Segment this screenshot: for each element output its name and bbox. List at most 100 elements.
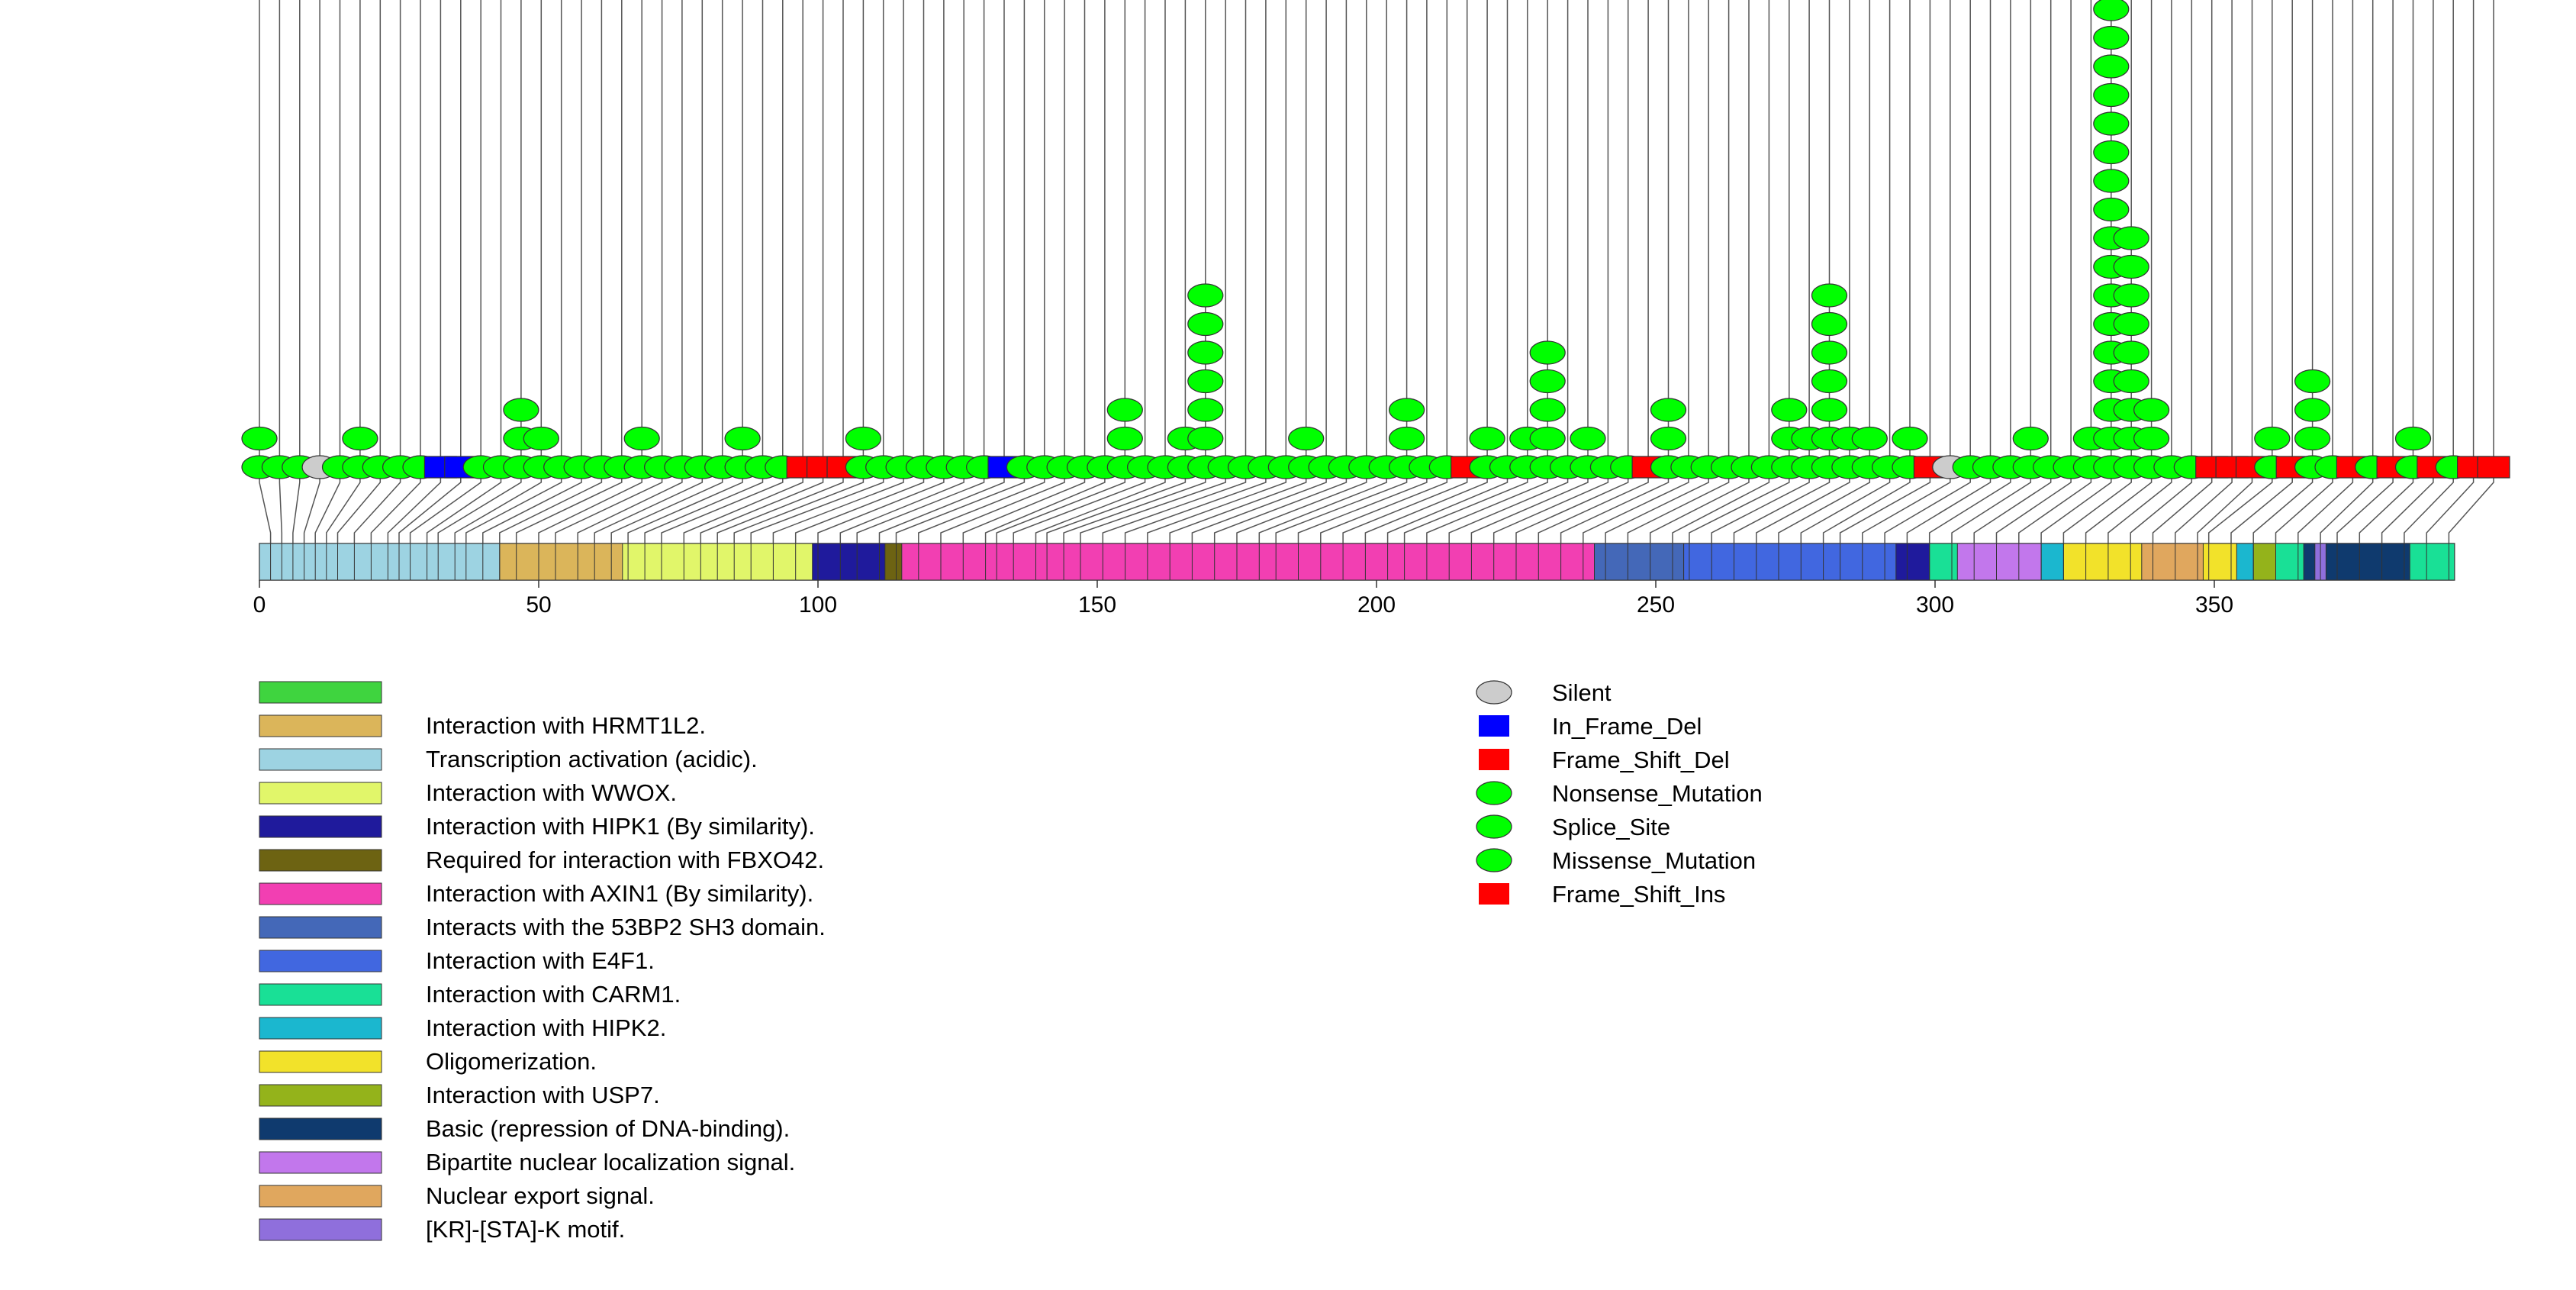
mutation-legend-label: Silent [1552, 679, 1612, 706]
mutation-stem [794, 0, 925, 580]
domain-legend-swatch [259, 815, 382, 838]
domain-legend-swatch [259, 748, 382, 771]
protein-domain [901, 543, 1601, 581]
domain-legend-label: Oligomerization. [426, 1048, 597, 1075]
mutation-legend-swatch [1479, 749, 1509, 770]
mutation-marker [2113, 369, 2149, 394]
mutation-marker [2394, 426, 2432, 451]
mutation-stem [984, 0, 1106, 580]
domain-legend-label: Interaction with CARM1. [426, 981, 681, 1008]
domain-legend-swatch [259, 1151, 382, 1174]
mutation-marker [2093, 25, 2130, 50]
mutation-marker [2294, 426, 2331, 451]
mutation-stem [895, 0, 1026, 580]
protein-domain [622, 543, 819, 581]
domain-legend-swatch [259, 849, 382, 872]
mutation-stem [1884, 0, 1971, 580]
mutation-marker [1106, 426, 1143, 451]
domain-legend-swatch [259, 882, 382, 905]
mutation-stem [1515, 0, 1629, 580]
mutation-marker [503, 398, 539, 422]
mutation-marker [1529, 369, 1566, 394]
mutation-stem [1403, 0, 1528, 580]
mutation-stem [2448, 0, 2494, 580]
mutation-legend-swatch [1476, 848, 1512, 872]
mutation-stem [1973, 0, 2052, 580]
mutation-stem [314, 0, 341, 580]
domain-legend-swatch [259, 1084, 382, 1107]
mutation-legend-label: Nonsense_Mutation [1552, 780, 1763, 807]
mutation-stem [1492, 0, 1609, 580]
mutation-marker [1288, 426, 1325, 451]
mutation-stem [1711, 0, 1810, 580]
domain-legend-swatch [259, 983, 382, 1006]
mutation-stem [370, 0, 421, 580]
mutation-stem [940, 0, 1065, 580]
mutation-stem [772, 0, 904, 580]
mutation-legend-swatch [1476, 781, 1512, 805]
domain-legend-label: Transcription activation (acidic). [426, 746, 758, 772]
protein-domain [1683, 543, 1902, 581]
mutation-stem [2275, 0, 2333, 580]
mutation-marker [241, 426, 278, 451]
mutation-marker [2113, 283, 2149, 308]
mutation-markers-layer [241, 0, 2510, 479]
x-tick-label: 50 [526, 592, 551, 618]
protein-domain [2325, 543, 2416, 581]
mutation-legend-swatch [1476, 814, 1512, 839]
mutation-stem [259, 0, 272, 580]
x-tick-label: 150 [1078, 592, 1116, 618]
mutation-stem [326, 0, 361, 580]
domain-legend-label: Required for interaction with FBXO42. [426, 847, 824, 873]
protein-domain [259, 543, 506, 581]
domain-legend-swatch [259, 1185, 382, 1208]
domain-legend-swatch [259, 1117, 382, 1140]
mutation-stem [279, 0, 283, 580]
domain-legend-label: Interaction with USP7. [426, 1082, 660, 1108]
mutation-marker [1529, 426, 1566, 451]
mutation-stem [1583, 0, 1689, 580]
mutation-marker [1187, 340, 1224, 365]
mutation-marker [2093, 169, 2130, 193]
mutation-stem [1627, 0, 1730, 580]
mutation-stem [1862, 0, 1951, 580]
mutation-stem [996, 0, 1126, 580]
domain-legend-label: Interaction with HRMT1L2. [426, 712, 706, 739]
mutation-marker [1529, 340, 1566, 365]
mutation-marker [1106, 398, 1143, 422]
mutation-marker [2113, 311, 2149, 337]
mutation-legend-label: In_Frame_Del [1552, 713, 1702, 740]
mutation-legend-label: Frame_Shift_Ins [1552, 881, 1725, 908]
mutation-marker [1650, 398, 1687, 422]
domain-legend-label: Basic (repression of DNA-binding). [426, 1115, 790, 1142]
mutation-legend-swatch [1479, 715, 1509, 737]
mutation-stem [387, 0, 442, 580]
mutation-stem [2252, 0, 2314, 580]
mutation-marker [2113, 340, 2149, 365]
mutation-marker [1811, 283, 1848, 308]
mutation-stem [1035, 0, 1166, 580]
protein-domain [812, 543, 891, 581]
mutation-stem [2359, 0, 2414, 580]
mutation-marker [2477, 456, 2510, 479]
mutation-marker [1650, 426, 1687, 451]
mutation-marker [2093, 82, 2130, 108]
x-tick-label: 0 [253, 592, 266, 618]
x-axis: 0 50 100 150 200 250 300 350 [253, 580, 2233, 618]
mutation-legend-label: Frame_Shift_Del [1552, 747, 1730, 773]
domain-legend-label: Interaction with E4F1. [426, 947, 655, 974]
mutation-marker [623, 426, 660, 451]
mutation-marker [1811, 398, 1848, 422]
protein-track [259, 543, 2455, 581]
domain-legend-swatch [259, 681, 382, 704]
mutation-stem [1951, 0, 2032, 580]
mutation-stem [577, 0, 683, 580]
mutation-legend-label: Missense_Mutation [1552, 847, 1756, 874]
protein-domain [2202, 543, 2243, 581]
mutation-marker [2294, 398, 2331, 422]
mutation-marker [1529, 398, 1566, 422]
domain-legend-label: Interaction with HIPK2. [426, 1014, 666, 1041]
mutation-marker [2113, 226, 2149, 250]
mutation-marker [845, 426, 882, 451]
mutation-marker [2012, 426, 2049, 451]
